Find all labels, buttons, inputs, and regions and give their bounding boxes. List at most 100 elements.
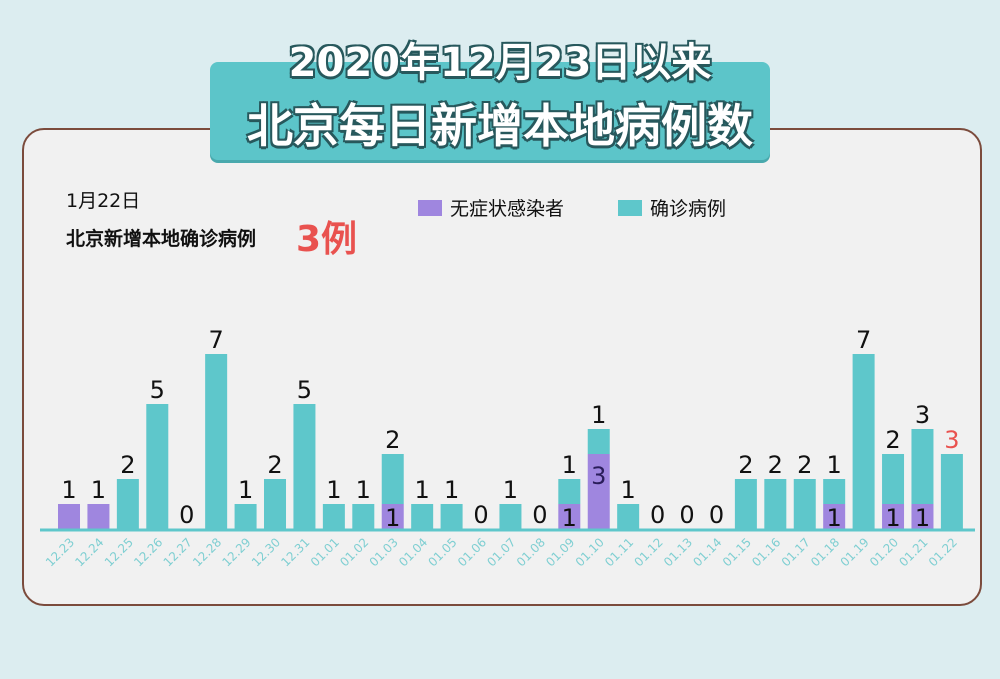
legend-item-confirmed: 确诊病例 — [618, 194, 726, 221]
x-tick-label: 01.02 — [337, 535, 371, 569]
bar-confirmed — [793, 479, 816, 529]
x-tick-label: 12.26 — [131, 535, 165, 569]
data-label: 2 — [797, 451, 812, 479]
legend-swatch-asymptomatic — [418, 199, 442, 216]
data-label: 7 — [856, 326, 871, 354]
bar-confirmed — [264, 479, 287, 529]
legend-item-asymptomatic: 无症状感染者 — [418, 194, 564, 221]
data-label: 0 — [532, 501, 547, 529]
bar-confirmed — [352, 504, 375, 529]
data-label: 2 — [768, 451, 783, 479]
bar-confirmed — [293, 404, 316, 529]
x-tick-label: 12.29 — [220, 535, 254, 569]
data-label-asymptomatic: 1 — [827, 504, 842, 532]
bar-confirmed — [146, 404, 169, 529]
x-tick-label: 01.01 — [308, 535, 342, 569]
bar-asymptomatic — [823, 504, 846, 529]
x-tick-label: 01.16 — [749, 535, 783, 569]
title-line-1: 2020年12月23日以来 — [288, 40, 712, 86]
bar-confirmed — [234, 504, 257, 529]
x-tick-label: 01.07 — [484, 535, 518, 569]
summary-label: 北京新增本地确诊病例 — [66, 228, 257, 250]
bar-confirmed — [440, 504, 463, 529]
data-label: 1 — [61, 476, 76, 504]
data-label: 2 — [267, 451, 282, 479]
bar-asymptomatic — [87, 504, 110, 529]
data-label-asymptomatic: 1 — [562, 504, 577, 532]
bar-confirmed — [852, 354, 875, 529]
data-label: 1 — [591, 401, 606, 429]
data-label-asymptomatic: 1 — [385, 504, 400, 532]
data-label: 0 — [650, 501, 665, 529]
x-tick-label: 12.31 — [278, 535, 312, 569]
bar-confirmed — [911, 429, 934, 504]
data-label: 3 — [915, 401, 930, 429]
x-tick-label: 01.08 — [514, 535, 548, 569]
data-label: 2 — [385, 426, 400, 454]
bar-asymptomatic — [558, 504, 581, 529]
x-tick-label: 01.05 — [426, 535, 460, 569]
data-label-asymptomatic: 3 — [591, 462, 606, 490]
summary-date: 1月22日 — [66, 190, 141, 212]
data-label: 3 — [944, 426, 959, 454]
data-label-asymptomatic: 1 — [915, 504, 930, 532]
bar-confirmed — [587, 429, 610, 454]
data-label: 0 — [473, 501, 488, 529]
title-banner — [210, 62, 770, 160]
x-tick-label: 12.25 — [102, 535, 136, 569]
x-tick-label: 01.12 — [632, 535, 666, 569]
data-label: 2 — [120, 451, 135, 479]
bar-asymptomatic — [882, 504, 905, 529]
data-label: 1 — [356, 476, 371, 504]
data-label: 7 — [209, 326, 224, 354]
x-tick-label: 01.14 — [690, 535, 724, 569]
bar-asymptomatic — [381, 504, 404, 529]
x-tick-label: 12.24 — [72, 535, 106, 569]
bar-confirmed — [764, 479, 787, 529]
bar-confirmed — [940, 454, 963, 529]
data-label: 5 — [150, 376, 165, 404]
data-label: 1 — [827, 451, 842, 479]
data-label: 1 — [415, 476, 430, 504]
data-label: 0 — [709, 501, 724, 529]
legend-swatch-confirmed — [618, 199, 642, 216]
bar-confirmed — [205, 354, 228, 529]
x-tick-label: 01.04 — [396, 535, 430, 569]
x-tick-label: 01.17 — [779, 535, 813, 569]
bar-confirmed — [381, 454, 404, 504]
bar-confirmed — [882, 454, 905, 504]
x-tick-label: 01.11 — [602, 535, 636, 569]
data-label: 1 — [621, 476, 636, 504]
x-tick-label: 12.23 — [43, 535, 77, 569]
data-label: 1 — [326, 476, 341, 504]
bar-asymptomatic — [58, 504, 80, 529]
title-line-2: 北京每日新增本地病例数 — [247, 99, 753, 153]
x-tick-label: 01.22 — [926, 535, 960, 569]
bar-asymptomatic — [587, 454, 610, 529]
bar-confirmed — [617, 504, 640, 529]
data-label: 2 — [885, 426, 900, 454]
bar-confirmed — [322, 504, 345, 529]
x-tick-label: 01.20 — [867, 535, 901, 569]
x-tick-label: 01.18 — [808, 535, 842, 569]
legend-label: 无症状感染者 — [450, 198, 565, 220]
bar-asymptomatic — [911, 504, 934, 529]
data-label: 1 — [562, 451, 577, 479]
x-tick-label: 01.21 — [896, 535, 930, 569]
x-tick-label: 01.06 — [455, 535, 489, 569]
bar-confirmed — [823, 479, 846, 504]
bar-confirmed — [558, 479, 581, 504]
data-label: 0 — [679, 501, 694, 529]
data-label-asymptomatic: 1 — [885, 504, 900, 532]
x-tick-label: 01.10 — [573, 535, 607, 569]
x-tick-label: 12.28 — [190, 535, 224, 569]
bar-confirmed — [734, 479, 757, 529]
data-label: 1 — [503, 476, 518, 504]
x-tick-label: 01.19 — [838, 535, 872, 569]
data-label: 1 — [444, 476, 459, 504]
bar-confirmed — [499, 504, 522, 529]
x-tick-label: 01.13 — [661, 535, 695, 569]
data-label: 1 — [91, 476, 106, 504]
x-tick-label: 12.27 — [161, 535, 195, 569]
